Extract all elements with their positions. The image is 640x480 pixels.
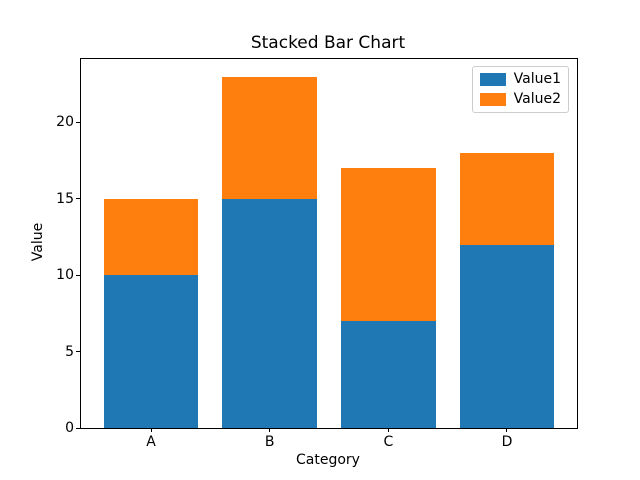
x-tick-C: [387, 428, 389, 432]
bar-segment-C-Value2: [340, 168, 436, 322]
bar-segment-A-Value2: [103, 198, 199, 276]
x-tick-label-C: C: [383, 434, 394, 450]
legend-label-Value2: Value2: [513, 91, 561, 107]
bar-segment-D-Value1: [459, 244, 555, 428]
y-tick-20: [76, 121, 80, 123]
y-tick-label-5: 5: [65, 343, 74, 360]
y-tick-label-15: 15: [56, 190, 74, 207]
y-tick-label-0: 0: [65, 420, 74, 436]
plot-area: Value1 Value2 A B C D 0 5 10 15 20: [56, 58, 578, 450]
x-tick-label-B: B: [264, 434, 275, 450]
legend-swatch-Value2: [479, 93, 506, 106]
bar-segment-A-Value1: [103, 275, 199, 428]
legend-label-Value1: Value1: [513, 71, 561, 87]
y-tick-label-10: 10: [56, 267, 74, 284]
y-tick-label-20: 20: [56, 114, 74, 131]
x-axis-label: Category: [296, 452, 360, 468]
bar-segment-D-Value2: [459, 152, 555, 245]
x-tick-A: [150, 428, 152, 432]
y-tick-5: [76, 351, 80, 353]
legend-swatch-Value1: [479, 73, 506, 86]
legend-entry-Value1: Value1: [479, 71, 561, 88]
bar-segment-B-Value2: [222, 76, 318, 199]
chart-title: Stacked Bar Chart: [250, 33, 406, 53]
bar-segment-B-Value1: [222, 198, 318, 428]
legend: Value1 Value2: [471, 66, 569, 113]
y-axis-label: Value: [30, 222, 46, 262]
x-tick-B: [269, 428, 271, 432]
legend-entry-Value2: Value2: [479, 91, 561, 108]
y-tick-15: [76, 198, 80, 200]
x-tick-D: [506, 428, 508, 432]
x-tick-label-A: A: [146, 434, 156, 450]
x-tick-label-D: D: [501, 434, 513, 450]
y-tick-10: [76, 274, 80, 276]
bar-segment-C-Value1: [340, 321, 436, 428]
y-tick-0: [76, 427, 80, 429]
